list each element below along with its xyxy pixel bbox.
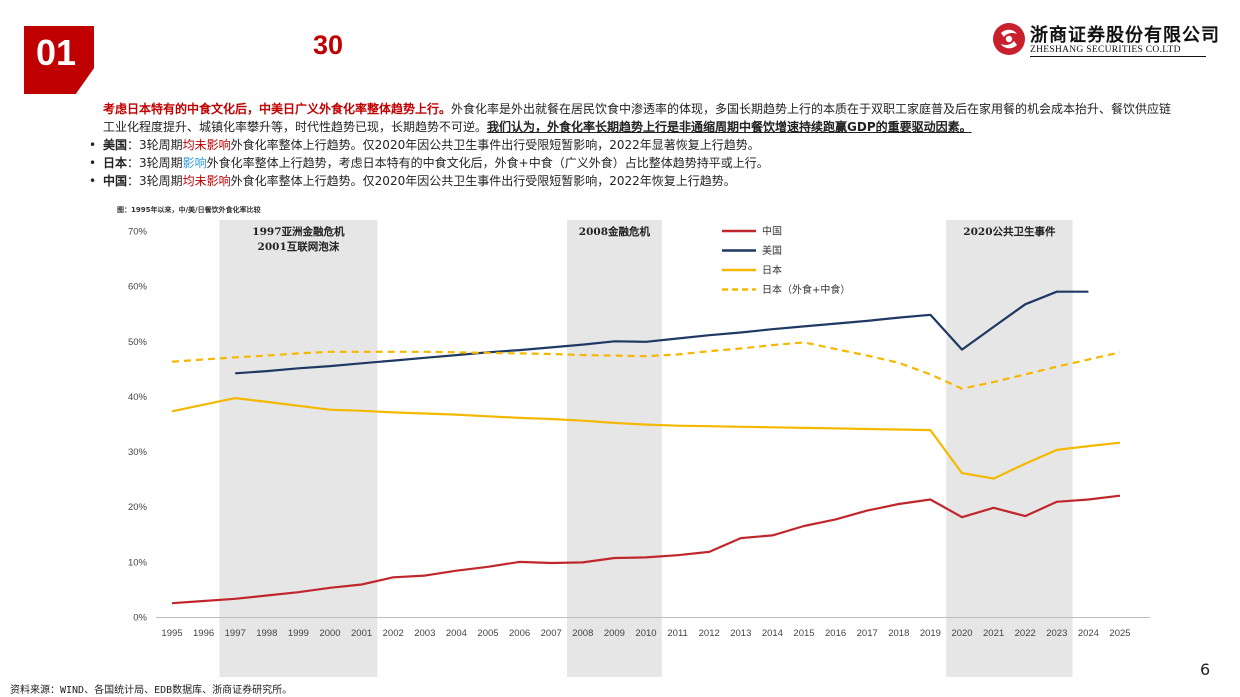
crisis-band-label: 2001互联网泡沫 — [258, 240, 340, 253]
x-tick-label: 1998 — [256, 628, 277, 639]
legend-label: 日本（外食+中食） — [762, 283, 850, 296]
page-number: 6 — [1200, 660, 1211, 679]
company-name-en: ZHESHANG SECURITIES CO.LTD — [1030, 45, 1181, 55]
x-tick-label: 2003 — [414, 628, 435, 639]
x-tick-label: 1999 — [288, 628, 309, 639]
bullet-post: 外食化率整体上行趋势。仅2020年因公共卫生事件出行受限短暂影响，2022年显著… — [230, 138, 760, 152]
x-tick-label: 2005 — [477, 628, 498, 639]
x-tick-label: 2025 — [1109, 628, 1130, 639]
bullet-pre: ：3轮周期 — [127, 138, 183, 152]
x-tick-label: 2006 — [509, 628, 530, 639]
y-tick-label: 30% — [128, 447, 148, 458]
x-tick-label: 2004 — [446, 628, 467, 639]
x-tick-label: 2010 — [635, 628, 656, 639]
bullet-post: 外食化率整体上行趋势，考虑日本特有的中食文化后，外食+中食（广义外食）占比整体趋… — [206, 156, 769, 170]
y-tick-label: 10% — [128, 557, 148, 568]
x-tick-label: 2024 — [1078, 628, 1099, 639]
x-tick-label: 2015 — [793, 628, 814, 639]
y-tick-label: 20% — [128, 502, 148, 513]
x-tick-label: 2020 — [951, 628, 972, 639]
legend-label: 日本 — [762, 264, 782, 277]
bullet-pre: ：3轮周期 — [127, 174, 183, 188]
figure-caption: 图：1995年以来，中/美/日餐饮外食化率比较 — [117, 206, 261, 214]
company-logo: 浙商证券股份有限公司 ZHESHANG SECURITIES CO.LTD — [992, 22, 1219, 62]
bullet-japan: 日本：3轮周期影响外食化率整体上行趋势，考虑日本特有的中食文化后，外食+中食（广… — [89, 154, 1183, 172]
crisis-band-label: 2008金融危机 — [579, 225, 651, 238]
lead-bold: 考虑日本特有的中食文化后，中美日广义外食化率整体趋势上行。 — [103, 102, 452, 116]
y-tick-label: 60% — [128, 282, 148, 293]
bullet-highlight: 均未影响 — [182, 138, 231, 152]
series-line — [171, 341, 1121, 390]
legend-label: 美国 — [762, 244, 782, 257]
x-tick-label: 2016 — [825, 628, 846, 639]
x-tick-label: 2002 — [383, 628, 404, 639]
x-tick-label: 2013 — [730, 628, 751, 639]
x-tick-label: 1996 — [193, 628, 214, 639]
bullet-usa: 美国：3轮周期均未影响外食化率整体上行趋势。仅2020年因公共卫生事件出行受限短… — [89, 136, 1183, 154]
bullet-country: 美国 — [103, 138, 128, 152]
bullet-china: 中国：3轮周期均未影响外食化率整体上行趋势。仅2020年因公共卫生事件出行受限短… — [89, 172, 1183, 190]
x-tick-label: 1997 — [225, 628, 246, 639]
x-tick-label: 2017 — [857, 628, 878, 639]
lead-text: 外食化率是外出就餐在居民饮食中渗透率的体现，多国长期趋势上行的本质在于双职工家庭… — [103, 102, 1172, 134]
section-number: 01 — [36, 32, 77, 73]
x-tick-label: 2012 — [699, 628, 720, 639]
bullet-highlight: 影响 — [182, 156, 207, 170]
bullet-post: 外食化率整体上行趋势。仅2020年因公共卫生事件出行受限短暂影响，2022年恢复… — [230, 174, 736, 188]
lead-paragraph: 考虑日本特有的中食文化后，中美日广义外食化率整体趋势上行。外食化率是外出就餐在居… — [103, 100, 1183, 136]
x-tick-label: 2018 — [888, 628, 909, 639]
x-tick-label: 2023 — [1046, 628, 1067, 639]
x-tick-label: 2000 — [319, 628, 340, 639]
zheshang-logo-icon — [993, 23, 1025, 55]
crisis-band — [567, 220, 662, 677]
x-tick-label: 2021 — [983, 628, 1004, 639]
y-tick-label: 70% — [128, 227, 148, 238]
x-tick-label: 2007 — [541, 628, 562, 639]
x-tick-label: 2001 — [351, 628, 372, 639]
x-tick-label: 2014 — [762, 628, 783, 639]
crisis-band-label: 1997亚洲金融危机 — [252, 225, 345, 238]
x-tick-label: 2008 — [572, 628, 593, 639]
bullet-highlight: 均未影响 — [182, 174, 231, 188]
x-tick-label: 2019 — [920, 628, 941, 639]
crisis-band-label: 2020公共卫生事件 — [963, 225, 1056, 238]
bullet-country: 日本 — [103, 156, 128, 170]
series-line — [171, 494, 1121, 605]
y-tick-label: 50% — [128, 337, 148, 348]
bullet-country: 中国 — [103, 174, 128, 188]
series-line — [171, 397, 1121, 480]
crisis-band — [946, 220, 1073, 677]
summary-text: 考虑日本特有的中食文化后，中美日广义外食化率整体趋势上行。外食化率是外出就餐在居… — [89, 100, 1183, 190]
bullet-pre: ：3轮周期 — [127, 156, 183, 170]
y-tick-label: 40% — [128, 392, 148, 403]
company-name-cn: 浙商证券股份有限公司 — [1030, 25, 1220, 46]
x-tick-label: 2009 — [604, 628, 625, 639]
lead-conclusion: 我们认为，外食化率长期趋势上行是非通缩周期中餐饮增速持续跑赢GDP的重要驱动因素… — [487, 120, 972, 134]
logo-underline — [1030, 56, 1206, 57]
y-tick-label: 0% — [133, 613, 147, 624]
x-tick-label: 2011 — [667, 628, 687, 639]
source-note: 资料来源：WIND、各国统计局、EDB数据库、浙商证券研究所。 — [10, 685, 293, 696]
country-bullets: 美国：3轮周期均未影响外食化率整体上行趋势。仅2020年因公共卫生事件出行受限短… — [89, 136, 1183, 190]
crisis-band — [219, 220, 378, 677]
series-line — [235, 290, 1089, 375]
section-number-badge: 01 — [24, 26, 94, 94]
legend-label: 中国 — [762, 225, 782, 238]
x-tick-label: 2022 — [1015, 628, 1036, 639]
page-title: 30 — [313, 30, 344, 60]
x-tick-label: 1995 — [161, 628, 182, 639]
